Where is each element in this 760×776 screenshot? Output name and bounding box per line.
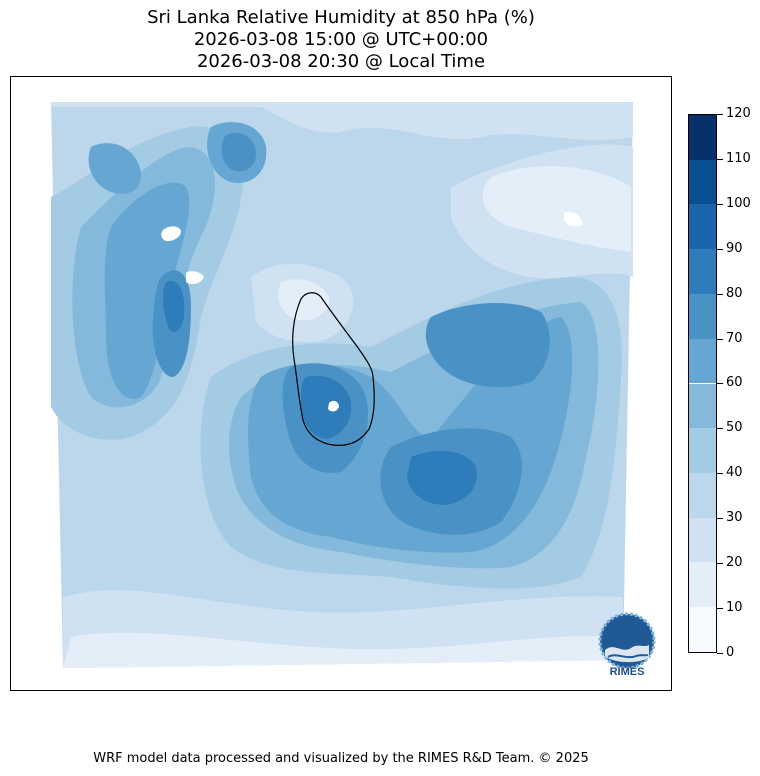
colorbar-band bbox=[689, 517, 716, 563]
colorbar-band bbox=[689, 159, 716, 205]
colorbar-tick-label: 120 bbox=[726, 106, 751, 121]
colorbar-tick bbox=[717, 428, 723, 429]
colorbar bbox=[688, 114, 717, 653]
colorbar-tick bbox=[717, 294, 723, 295]
colorbar-tick-label: 80 bbox=[726, 286, 743, 301]
humidity-map bbox=[51, 102, 633, 668]
title-line-local-time: 2026-03-08 20:30 @ Local Time bbox=[196, 51, 486, 72]
footer-credit: WRF model data processed and visualized … bbox=[93, 751, 589, 766]
colorbar-tick-label: 110 bbox=[726, 151, 751, 166]
colorbar-tick bbox=[717, 339, 723, 340]
colorbar-tick bbox=[717, 159, 723, 160]
colorbar-tick-label: 10 bbox=[726, 600, 743, 615]
sri-lanka-coastline bbox=[292, 292, 375, 446]
humidity-contour-10-20 bbox=[482, 166, 631, 252]
colorbar-tick-label: 50 bbox=[726, 420, 743, 435]
rimes-logo: RIMES bbox=[598, 612, 656, 678]
humidity-contour-20-30 bbox=[51, 102, 633, 140]
colorbar-band bbox=[689, 293, 716, 339]
title-line-utc-time: 2026-03-08 15:00 @ UTC+00:00 bbox=[193, 29, 489, 50]
colorbar-band bbox=[689, 472, 716, 518]
colorbar-tick bbox=[717, 518, 723, 519]
colorbar-band bbox=[689, 428, 716, 473]
humidity-contour-60-70 bbox=[88, 143, 142, 194]
colorbar-band bbox=[689, 607, 716, 652]
colorbar-band bbox=[689, 249, 716, 295]
logo-text: RIMES bbox=[610, 666, 645, 678]
missing-data-patch bbox=[564, 211, 583, 227]
colorbar-tick bbox=[717, 204, 723, 205]
humidity-contour-70-80 bbox=[221, 133, 256, 172]
logo-wave bbox=[605, 645, 649, 663]
colorbar-band bbox=[689, 115, 716, 160]
colorbar-tick-label: 70 bbox=[726, 331, 743, 346]
colorbar-tick bbox=[717, 563, 723, 564]
humidity-contour-80-90 bbox=[407, 451, 477, 505]
colorbar-tick bbox=[717, 114, 723, 115]
colorbar-tick bbox=[717, 608, 723, 609]
humidity-contour-10-20 bbox=[278, 279, 330, 321]
colorbar-tick-label: 30 bbox=[726, 510, 743, 525]
colorbar-tick bbox=[717, 383, 723, 384]
colorbar-band bbox=[689, 562, 716, 608]
map-frame bbox=[10, 76, 672, 691]
colorbar-band bbox=[689, 383, 716, 429]
title-line-variable: Sri Lanka Relative Humidity at 850 hPa (… bbox=[147, 7, 535, 28]
colorbar-band bbox=[689, 338, 716, 384]
missing-data-patch bbox=[161, 226, 181, 242]
colorbar-tick-label: 40 bbox=[726, 465, 743, 480]
colorbar-tick bbox=[717, 653, 723, 654]
humidity-contour-70-80 bbox=[425, 302, 550, 387]
humidity-contour-80-90 bbox=[301, 375, 352, 439]
colorbar-band bbox=[689, 204, 716, 250]
colorbar-tick-label: 60 bbox=[726, 375, 743, 390]
missing-data-patch bbox=[186, 271, 204, 285]
missing-data-patch bbox=[328, 400, 339, 412]
colorbar-tick-label: 90 bbox=[726, 241, 743, 256]
colorbar-tick bbox=[717, 473, 723, 474]
colorbar-tick-label: 20 bbox=[726, 555, 743, 570]
logo-wave bbox=[607, 654, 649, 659]
chart-title: Sri Lanka Relative Humidity at 850 hPa (… bbox=[0, 7, 682, 73]
logo-globe-ring bbox=[598, 612, 656, 670]
colorbar-tick-label: 100 bbox=[726, 196, 751, 211]
humidity-contour-10-20 bbox=[63, 632, 623, 668]
colorbar-tick bbox=[717, 249, 723, 250]
colorbar-tick-label: 0 bbox=[726, 645, 735, 660]
humidity-contour-80-90 bbox=[163, 281, 185, 333]
